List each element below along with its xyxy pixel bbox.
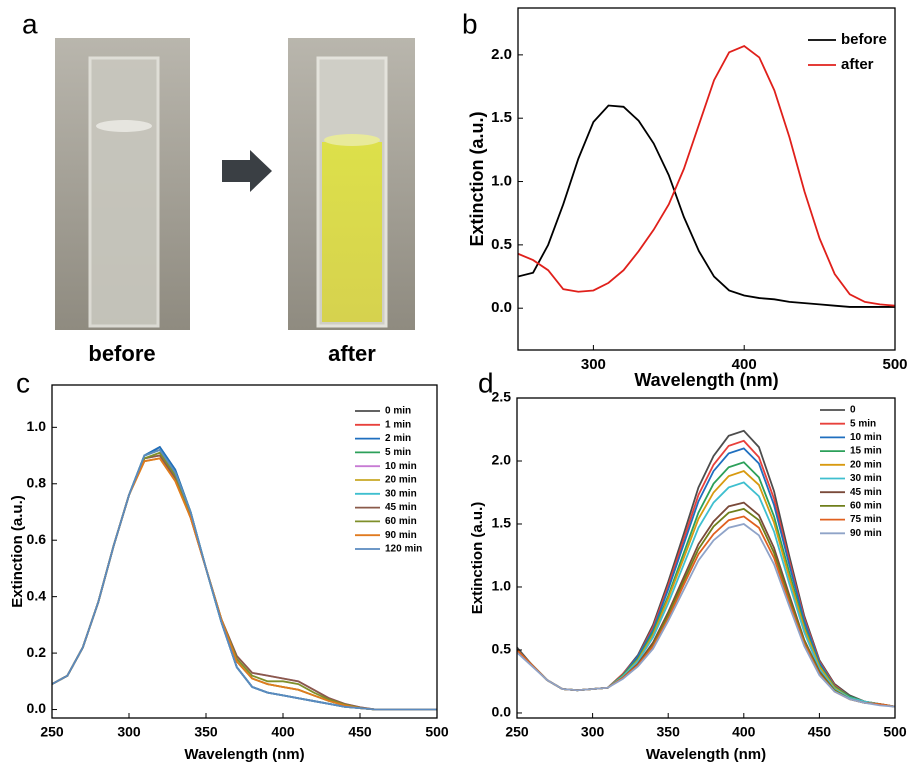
y-tick-label: 1.5 bbox=[492, 515, 512, 531]
panel-label: c bbox=[16, 367, 30, 398]
legend-label: 75 min bbox=[850, 514, 882, 525]
legend-label: 0 min bbox=[385, 406, 411, 417]
y-tick-label: 0.4 bbox=[27, 587, 47, 603]
x-axis-label: Wavelength (nm) bbox=[646, 746, 766, 763]
legend-label: 30 min bbox=[385, 488, 417, 499]
legend-label: 2 min bbox=[385, 433, 411, 444]
legend-label: after bbox=[841, 56, 874, 73]
legend-label: 15 min bbox=[850, 446, 882, 457]
panel-label: a bbox=[22, 8, 38, 39]
y-tick-label: 0.5 bbox=[492, 641, 512, 657]
y-tick-label: 0.8 bbox=[27, 474, 47, 490]
caption: before bbox=[88, 341, 155, 366]
data-line bbox=[517, 447, 895, 708]
x-axis-label: Wavelength (nm) bbox=[634, 370, 778, 390]
data-line bbox=[517, 507, 895, 708]
legend-label: 5 min bbox=[850, 418, 876, 429]
data-line bbox=[517, 515, 895, 708]
x-tick-label: 500 bbox=[883, 724, 907, 740]
y-axis-label: Extinction (a.u.) bbox=[467, 111, 487, 246]
legend-label: 45 min bbox=[850, 487, 882, 498]
legend-label: before bbox=[841, 31, 887, 48]
chart: b 0.0 0.5 1.0 1.5 2.0 300 400 500 Wavelength (nm)… bbox=[462, 7, 908, 390]
cuvette bbox=[88, 56, 160, 328]
data-line bbox=[517, 461, 895, 708]
y-tick-label: 0.0 bbox=[492, 704, 512, 720]
meniscus bbox=[96, 120, 152, 132]
legend-label: 10 min bbox=[385, 461, 417, 472]
data-line bbox=[518, 44, 895, 307]
meniscus bbox=[324, 134, 380, 146]
chart: d 0.0 0.5 1.0 1.5 2.0 2.5 250 300 350 400 450 500 Wav… bbox=[469, 367, 907, 763]
legend-label: 90 min bbox=[850, 528, 882, 539]
data-line bbox=[517, 439, 895, 708]
x-tick-label: 400 bbox=[271, 724, 295, 740]
legend-label: 0 bbox=[850, 405, 856, 416]
x-tick-label: 450 bbox=[348, 724, 372, 740]
data-line bbox=[517, 523, 895, 708]
axes-frame bbox=[516, 397, 896, 719]
x-tick-label: 250 bbox=[505, 724, 529, 740]
data-line bbox=[52, 457, 437, 711]
panel-label: d bbox=[478, 367, 494, 398]
y-tick-label: 1.0 bbox=[492, 578, 512, 594]
x-tick-label: 400 bbox=[732, 356, 757, 373]
arrow bbox=[222, 150, 272, 192]
data-line bbox=[52, 448, 437, 711]
data-line bbox=[52, 457, 437, 711]
y-tick-label: 1.0 bbox=[27, 418, 47, 434]
data-line bbox=[518, 104, 895, 308]
axes-frame bbox=[51, 384, 438, 719]
x-tick-label: 350 bbox=[194, 724, 218, 740]
photo-panel: a before after bbox=[22, 8, 415, 366]
y-tick-label: 0.0 bbox=[491, 299, 512, 316]
x-tick-label: 350 bbox=[657, 724, 681, 740]
y-tick-label: 0.6 bbox=[27, 531, 47, 547]
chart: c 0.0 0.2 0.4 0.6 0.8 1.0 250 300 350 400 450 500 Wav… bbox=[9, 367, 449, 763]
x-tick-label: 400 bbox=[732, 724, 756, 740]
x-tick-label: 300 bbox=[117, 724, 141, 740]
yellow-solution bbox=[322, 142, 382, 322]
y-tick-label: 2.0 bbox=[491, 46, 512, 63]
x-tick-label: 250 bbox=[40, 724, 64, 740]
legend-label: 1 min bbox=[385, 419, 411, 430]
y-axis-label: Extinction (a.u.) bbox=[469, 502, 486, 615]
legend-label: 20 min bbox=[850, 459, 882, 470]
x-tick-label: 450 bbox=[808, 724, 832, 740]
legend-label: 60 min bbox=[385, 516, 417, 527]
y-tick-label: 2.0 bbox=[492, 452, 512, 468]
x-tick-label: 500 bbox=[425, 724, 449, 740]
y-tick-label: 0.2 bbox=[27, 644, 47, 660]
x-tick-label: 300 bbox=[581, 724, 605, 740]
caption: after bbox=[328, 341, 376, 366]
data-line bbox=[517, 481, 895, 708]
legend-label: 120 min bbox=[385, 544, 422, 555]
axes-frame bbox=[517, 7, 896, 351]
x-axis-label: Wavelength (nm) bbox=[184, 746, 304, 763]
y-tick-label: 1.5 bbox=[491, 109, 512, 126]
data-line bbox=[517, 429, 895, 708]
legend-label: 90 min bbox=[385, 530, 417, 541]
legend-label: 60 min bbox=[850, 501, 882, 512]
y-tick-label: 2.5 bbox=[492, 389, 512, 405]
x-tick-label: 300 bbox=[581, 356, 606, 373]
legend-label: 5 min bbox=[385, 447, 411, 458]
legend-label: 30 min bbox=[850, 473, 882, 484]
legend-label: 45 min bbox=[385, 502, 417, 513]
panel-label: b bbox=[462, 8, 478, 39]
y-axis-label: Extinction (a.u.) bbox=[9, 495, 26, 608]
y-tick-label: 1.0 bbox=[491, 173, 512, 190]
legend-label: 20 min bbox=[385, 475, 417, 486]
legend-label: 10 min bbox=[850, 432, 882, 443]
y-tick-label: 0.5 bbox=[491, 236, 512, 253]
x-tick-label: 500 bbox=[882, 356, 907, 373]
y-tick-label: 0.0 bbox=[27, 700, 47, 716]
